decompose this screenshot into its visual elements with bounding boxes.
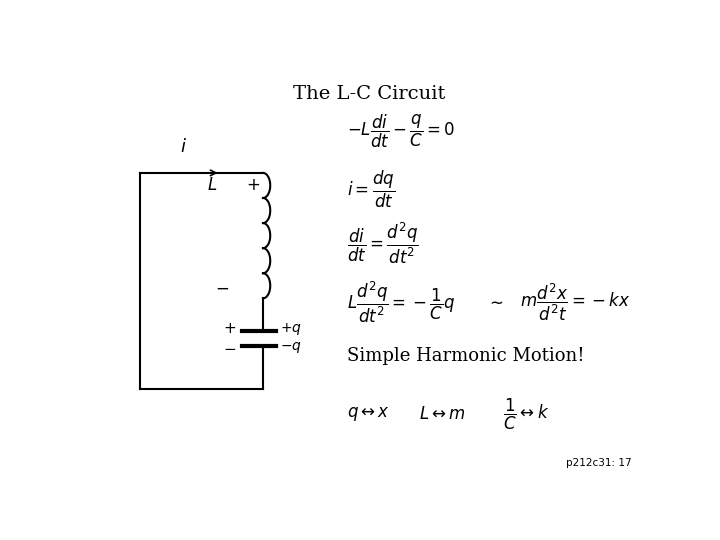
- Text: $i$: $i$: [180, 138, 186, 156]
- Text: $L\leftrightarrow m$: $L\leftrightarrow m$: [419, 406, 466, 423]
- Text: $q\leftrightarrow x$: $q\leftrightarrow x$: [347, 405, 390, 423]
- Text: $m\dfrac{d^2x}{d^2t}=-kx$: $m\dfrac{d^2x}{d^2t}=-kx$: [520, 281, 630, 322]
- Text: Simple Harmonic Motion!: Simple Harmonic Motion!: [347, 347, 585, 365]
- Text: $\dfrac{di}{dt}=\dfrac{d^2q}{dt^2}$: $\dfrac{di}{dt}=\dfrac{d^2q}{dt^2}$: [347, 221, 418, 266]
- Text: $+$: $+$: [223, 322, 236, 336]
- Text: $-$: $-$: [223, 341, 236, 355]
- Text: $-$: $-$: [215, 279, 230, 296]
- Text: $+q$: $+q$: [280, 321, 302, 336]
- Text: The L-C Circuit: The L-C Circuit: [293, 85, 445, 103]
- Text: $-q$: $-q$: [280, 340, 302, 355]
- Text: $-L\dfrac{di}{dt}-\dfrac{q}{C}=0$: $-L\dfrac{di}{dt}-\dfrac{q}{C}=0$: [347, 113, 455, 150]
- Text: $+$: $+$: [246, 177, 261, 194]
- Text: $L$: $L$: [207, 177, 217, 194]
- Text: $\dfrac{1}{C}\leftrightarrow k$: $\dfrac{1}{C}\leftrightarrow k$: [503, 396, 549, 431]
- Text: $L\dfrac{d^2q}{dt^2}=-\dfrac{1}{C}q$: $L\dfrac{d^2q}{dt^2}=-\dfrac{1}{C}q$: [347, 279, 455, 325]
- Text: $i=\dfrac{dq}{dt}$: $i=\dfrac{dq}{dt}$: [347, 169, 395, 210]
- Text: p212c31: 17: p212c31: 17: [566, 458, 631, 468]
- Text: $\sim$: $\sim$: [486, 293, 503, 310]
